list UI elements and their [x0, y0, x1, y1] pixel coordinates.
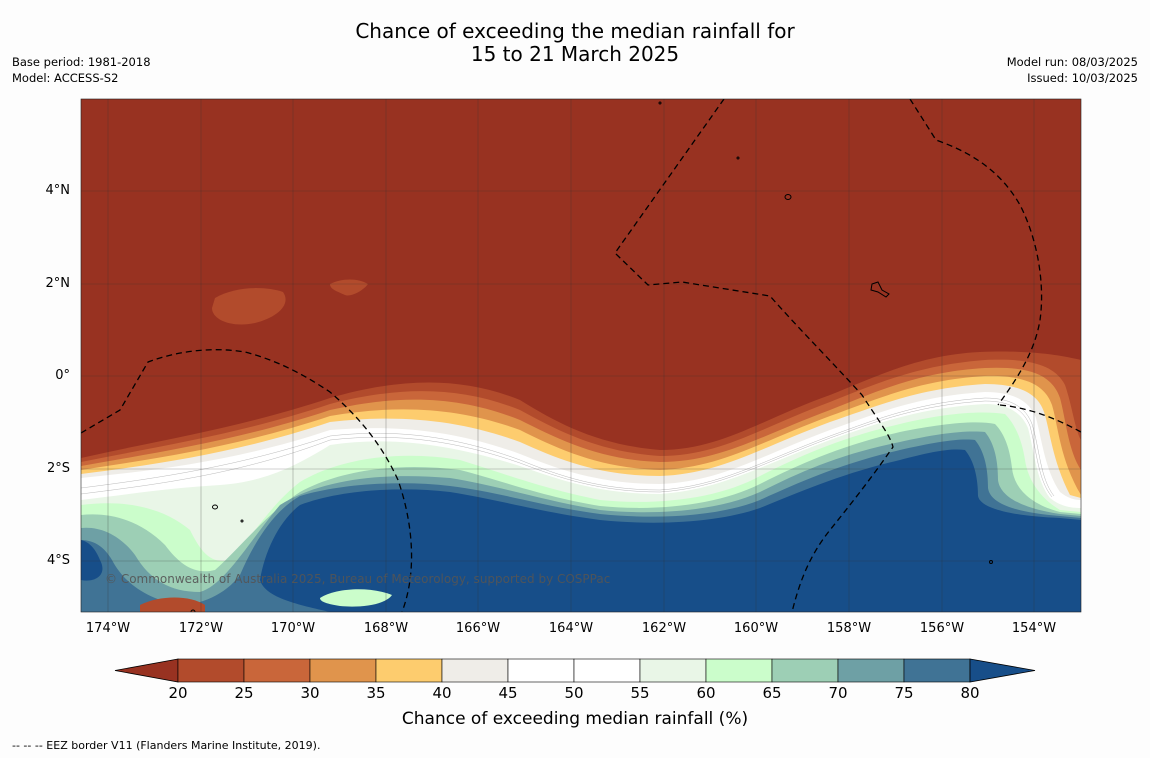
lon-label-160w: 160°W: [733, 621, 779, 636]
colorbar-extend-high: [969, 658, 1036, 683]
lon-label-174w: 174°W: [85, 621, 131, 636]
colorbar-tick-label: 55: [630, 684, 650, 702]
colorbar-segment: [507, 658, 575, 683]
copyright-text: © Commonwealth of Australia 2025, Bureau…: [105, 572, 611, 586]
meta-left: Base period: 1981-2018 Model: ACCESS-S2: [12, 54, 151, 86]
colorbar-tick-label: 25: [234, 684, 254, 702]
colorbar-segment: [177, 658, 245, 683]
map-frame: [80, 98, 1082, 613]
colorbar-segment: [903, 658, 971, 683]
lon-label-164w: 164°W: [548, 621, 594, 636]
lat-label-2s: 2°S: [46, 461, 70, 476]
colorbar-segment: [243, 658, 311, 683]
colorbar-label: Chance of exceeding median rainfall (%): [401, 709, 749, 729]
lon-label-156w: 156°W: [919, 621, 965, 636]
colorbar-segment: [441, 658, 509, 683]
model-text: Model: ACCESS-S2: [12, 71, 119, 85]
colorbar-tick-label: 45: [498, 684, 518, 702]
lon-label-154w: 154°W: [1011, 621, 1057, 636]
rainfall-field: [81, 99, 1081, 612]
map-title-line1: Chance of exceeding the median rainfall …: [355, 19, 795, 43]
base-period-text: Base period: 1981-2018: [12, 55, 151, 69]
colorbar-segment: [837, 658, 905, 683]
colorbar-tick-label: 40: [432, 684, 452, 702]
graticule: [81, 99, 1081, 612]
eez-legend-note: -- -- -- EEZ border V11 (Flanders Marine…: [12, 739, 321, 752]
dry-pocket-2: [330, 279, 368, 296]
colorbar-segment: [705, 658, 773, 683]
colorbar-segment: [639, 658, 707, 683]
colorbar-segment: [573, 658, 641, 683]
lat-label-2n: 2°N: [45, 276, 71, 291]
colorbar-tick-label: 75: [894, 684, 914, 702]
lon-label-172w: 172°W: [178, 621, 224, 636]
map-title-line2: 15 to 21 March 2025: [470, 42, 680, 66]
issued-text: Issued: 10/03/2025: [1027, 71, 1138, 85]
meta-right: Model run: 08/03/2025 Issued: 10/03/2025: [1007, 54, 1138, 86]
colorbar-tick-label: 65: [762, 684, 782, 702]
lat-label-4s: 4°S: [46, 553, 70, 568]
colorbar-tick-label: 35: [366, 684, 386, 702]
lon-label-158w: 158°W: [826, 621, 872, 636]
lat-label-0: 0°: [55, 368, 70, 383]
colorbar-tick-label: 80: [960, 684, 980, 702]
lon-label-170w: 170°W: [270, 621, 316, 636]
lat-label-4n: 4°N: [45, 183, 71, 198]
dry-pocket-1: [212, 288, 286, 325]
colorbar: [114, 658, 1036, 683]
colorbar-extend-low: [114, 658, 179, 683]
colorbar-segment: [309, 658, 377, 683]
eez-borders: [81, 99, 1081, 612]
lon-label-168w: 168°W: [363, 621, 409, 636]
contour-lines: [81, 397, 1055, 498]
colorbar-tick-label: 70: [828, 684, 848, 702]
colorbar-segment: [375, 658, 443, 683]
dry-pocket-3: [140, 597, 205, 612]
lon-label-166w: 166°W: [455, 621, 501, 636]
colorbar-tick-label: 60: [696, 684, 716, 702]
islands: [190, 101, 993, 612]
colorbar-tick-label: 50: [564, 684, 584, 702]
colorbar-segment: [771, 658, 839, 683]
colorbar-tick-label: 20: [168, 684, 188, 702]
wet-pocket: [320, 589, 392, 607]
lon-label-162w: 162°W: [641, 621, 687, 636]
model-run-text: Model run: 08/03/2025: [1006, 55, 1138, 69]
band-gt80: [81, 449, 1081, 612]
colorbar-tick-label: 30: [300, 684, 320, 702]
